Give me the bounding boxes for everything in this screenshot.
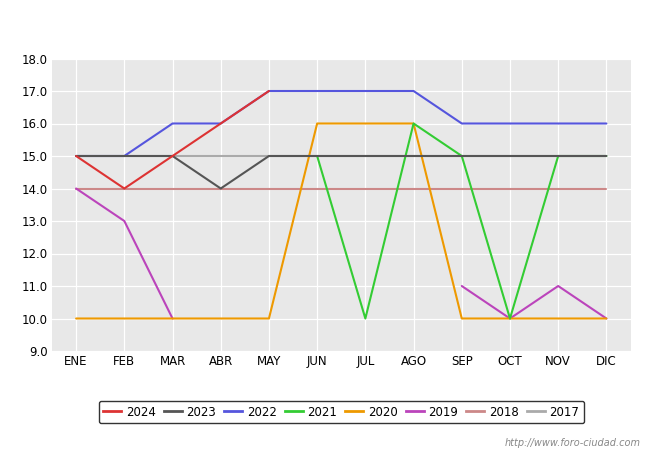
Text: http://www.foro-ciudad.com: http://www.foro-ciudad.com bbox=[504, 438, 640, 448]
Legend: 2024, 2023, 2022, 2021, 2020, 2019, 2018, 2017: 2024, 2023, 2022, 2021, 2020, 2019, 2018… bbox=[99, 401, 584, 423]
Text: Afiliados en Gutierre-Muñoz a 31/5/2024: Afiliados en Gutierre-Muñoz a 31/5/2024 bbox=[157, 16, 493, 34]
